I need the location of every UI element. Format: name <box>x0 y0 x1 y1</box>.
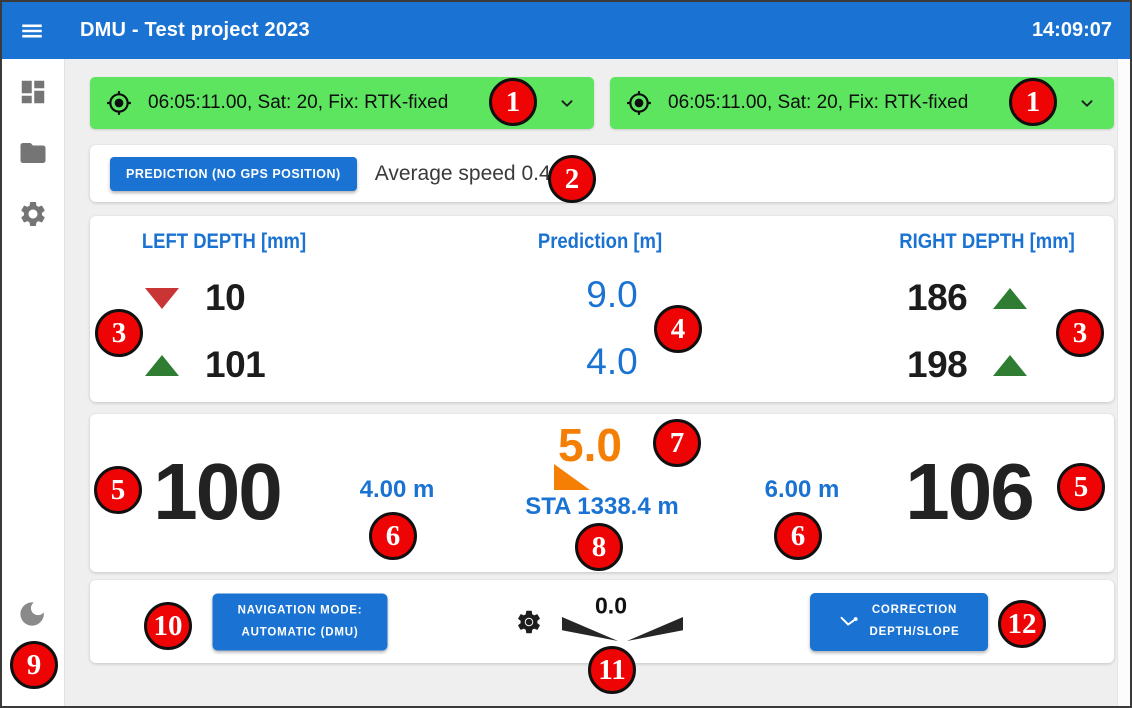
trend-down-icon <box>145 287 179 309</box>
correction-line2: DEPTH/SLOPE <box>869 626 960 638</box>
average-speed-label: Average speed 0.4 m/s <box>374 161 591 185</box>
correction-line1: CORRECTION <box>871 604 958 617</box>
right-depth-value: 186 <box>907 277 968 318</box>
gps-status-text: 06:05:11.00, Sat: 20, Fix: RTK-fixed <box>668 92 969 113</box>
callout-1-gps-left: 1 <box>489 78 537 126</box>
top-app-bar: DMU - Test project 2023 14:09:07 <box>2 2 1130 59</box>
right-depth-row: 186 <box>907 277 1028 318</box>
callout-10-nav-mode: 10 <box>144 602 192 650</box>
nav-mode-line2: AUTOMATIC (DMU) <box>241 626 359 638</box>
right-current-depth: 106 <box>905 447 1034 536</box>
gps-fixed-icon <box>107 91 131 115</box>
callout-8-station: 8 <box>575 523 623 571</box>
correction-depth-slope-button[interactable]: CORRECTION DEPTH/SLOPE <box>810 593 988 651</box>
dark-mode-moon-icon[interactable] <box>18 600 48 630</box>
folder-icon[interactable] <box>18 138 48 168</box>
callout-2-prediction: 2 <box>548 155 596 203</box>
sidebar <box>2 59 65 706</box>
prediction-value: 4.0 <box>586 341 638 382</box>
trend-up-icon <box>993 287 1028 309</box>
slope-value: 5.0 <box>558 419 622 471</box>
right-depth-header: RIGHT DEPTH [mm] <box>899 230 1075 253</box>
left-current-depth: 100 <box>153 447 282 536</box>
gps-fixed-icon <box>627 91 651 115</box>
trend-up-icon <box>993 354 1028 376</box>
cross-slope-left-wedge-icon <box>562 617 618 641</box>
right-depth-row: 198 <box>907 344 1028 385</box>
prediction-header: Prediction [m] <box>537 230 663 253</box>
slope-correction-icon <box>840 616 858 626</box>
callout-6-left-offset: 6 <box>369 512 417 560</box>
callout-12-correction: 12 <box>998 600 1046 648</box>
left-depth-row: 101 <box>145 344 266 385</box>
scrollbar-track[interactable] <box>1117 59 1130 706</box>
callout-9-theme: 9 <box>10 641 58 689</box>
dashboard-icon[interactable] <box>18 77 48 107</box>
callout-5-left-depth: 5 <box>94 466 142 514</box>
clock: 14:09:07 <box>1031 19 1112 41</box>
cross-slope-settings-gear-icon[interactable] <box>515 608 543 636</box>
callout-3-right-trend: 3 <box>1056 309 1104 357</box>
right-depth-value: 198 <box>907 344 968 385</box>
left-depth-value: 10 <box>205 277 246 318</box>
callout-7-slope: 7 <box>653 419 701 467</box>
callout-11-cross-slope: 11 <box>588 646 636 694</box>
prediction-mode-button[interactable]: PREDICTION (NO GPS POSITION) <box>110 156 357 191</box>
app-title: DMU - Test project 2023 <box>80 19 310 41</box>
callout-5-right-depth: 5 <box>1057 463 1105 511</box>
callout-3-left-trend: 3 <box>95 309 143 357</box>
trend-up-icon <box>145 354 179 376</box>
hamburger-menu-icon[interactable] <box>18 17 46 45</box>
prediction-value: 9.0 <box>586 274 638 315</box>
left-depth-value: 101 <box>205 344 266 385</box>
nav-mode-line1: NAVIGATION MODE: <box>237 604 363 617</box>
left-depth-header: LEFT DEPTH [mm] <box>141 230 307 253</box>
cross-slope-value: 0.0 <box>595 592 627 619</box>
navigation-mode-button[interactable]: NAVIGATION MODE: AUTOMATIC (DMU) <box>212 593 388 651</box>
callout-1-gps-right: 1 <box>1009 78 1057 126</box>
chevron-down-icon[interactable] <box>1076 92 1098 114</box>
depth-readout-panel: LEFT DEPTH [mm] Prediction [m] RIGHT DEP… <box>90 216 1114 402</box>
cross-slope-right-wedge-icon <box>627 617 683 641</box>
right-offset-value: 6.00 m <box>764 476 840 503</box>
left-depth-row: 10 <box>145 277 246 318</box>
left-offset-value: 4.00 m <box>359 476 435 503</box>
station-chainage: STA 1338.4 m <box>525 493 679 520</box>
settings-gear-icon[interactable] <box>18 199 48 229</box>
prediction-status-bar: PREDICTION (NO GPS POSITION) Average spe… <box>90 145 1114 202</box>
callout-6-right-offset: 6 <box>774 512 822 560</box>
chevron-down-icon[interactable] <box>556 92 578 114</box>
gps-status-text: 06:05:11.00, Sat: 20, Fix: RTK-fixed <box>148 92 449 113</box>
callout-4-prediction-vals: 4 <box>654 305 702 353</box>
